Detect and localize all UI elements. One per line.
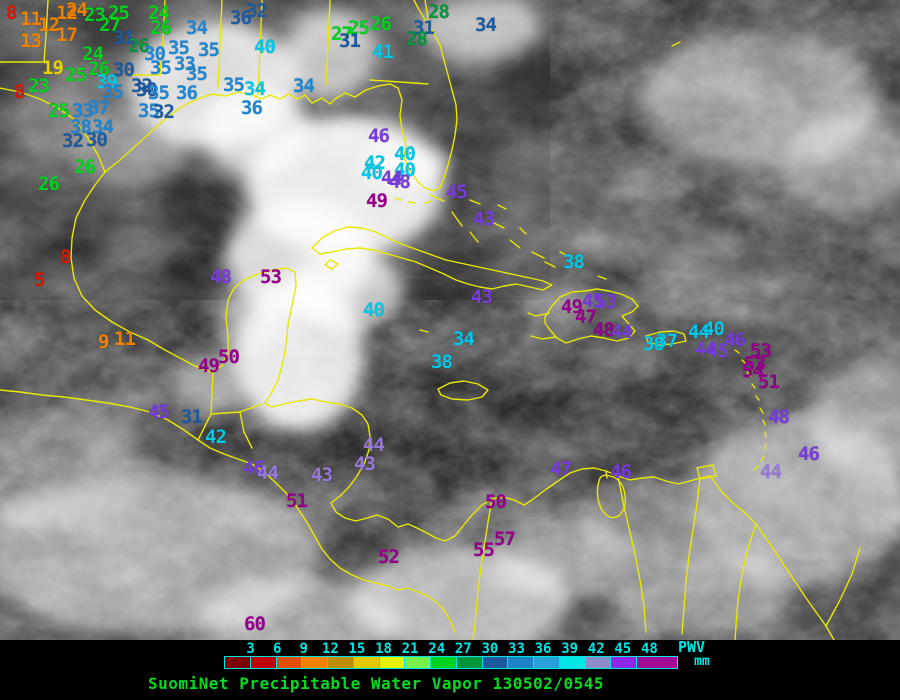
colorbar-tick: 9 xyxy=(299,641,308,657)
colorbar-tick: 6 xyxy=(272,641,282,657)
colorbar-segment xyxy=(379,657,406,668)
satellite-map: 8 11 12 24 12 13 17 23 25 27 31 26 19 24 26 30 25 23 8 39 35… xyxy=(0,0,900,640)
legend-strip: 3 6 9 12 15 18 21 24 27 30 33 36 39 42 45 48 PWV mm Suo… xyxy=(0,640,900,700)
pwv-unit-label: PWV xyxy=(678,638,706,656)
colorbar-tick: 12 xyxy=(321,641,339,657)
colorbar-tick: 48 xyxy=(640,641,658,657)
colorbar-tick: 3 xyxy=(246,641,255,657)
colorbar-segment xyxy=(637,657,677,668)
colorbar-tick: 15 xyxy=(348,641,366,657)
colorbar-segment xyxy=(611,657,638,668)
colorbar-segment xyxy=(482,657,509,668)
colorbar-segment xyxy=(585,657,612,668)
colorbar-tick: 33 xyxy=(508,641,525,657)
colorbar-tick: 18 xyxy=(375,641,392,657)
colorbar-tick: 30 xyxy=(481,641,499,657)
colorbar-segment xyxy=(302,657,329,668)
colorbar-segment xyxy=(534,657,560,668)
colorbar-tick: 42 xyxy=(587,641,605,657)
colorbar xyxy=(224,656,678,669)
colorbar-segment xyxy=(328,657,354,668)
pwv-unit-sub: mm xyxy=(694,654,710,669)
colorbar-tick: 36 xyxy=(534,641,552,657)
colorbar-tick: 21 xyxy=(401,641,419,657)
colorbar-segment xyxy=(353,657,380,668)
colorbar-segment xyxy=(508,657,535,668)
satellite-image xyxy=(0,0,900,640)
colorbar-segment xyxy=(559,657,586,668)
colorbar-segment xyxy=(276,657,303,668)
colorbar-segment xyxy=(405,657,432,668)
colorbar-tick: 45 xyxy=(614,641,632,657)
colorbar-segment xyxy=(225,657,251,668)
colorbar-segment xyxy=(431,657,457,668)
colorbar-tick: 27 xyxy=(454,641,472,657)
colorbar-tick: 24 xyxy=(428,641,446,657)
colorbar-segment xyxy=(456,657,483,668)
colorbar-tick: 39 xyxy=(561,641,579,657)
caption-text: SuomiNet Precipitable Water Vapor 130502… xyxy=(148,674,604,693)
colorbar-segment xyxy=(250,657,277,668)
cloud-layer xyxy=(0,0,900,640)
coastline-layer xyxy=(0,0,861,640)
